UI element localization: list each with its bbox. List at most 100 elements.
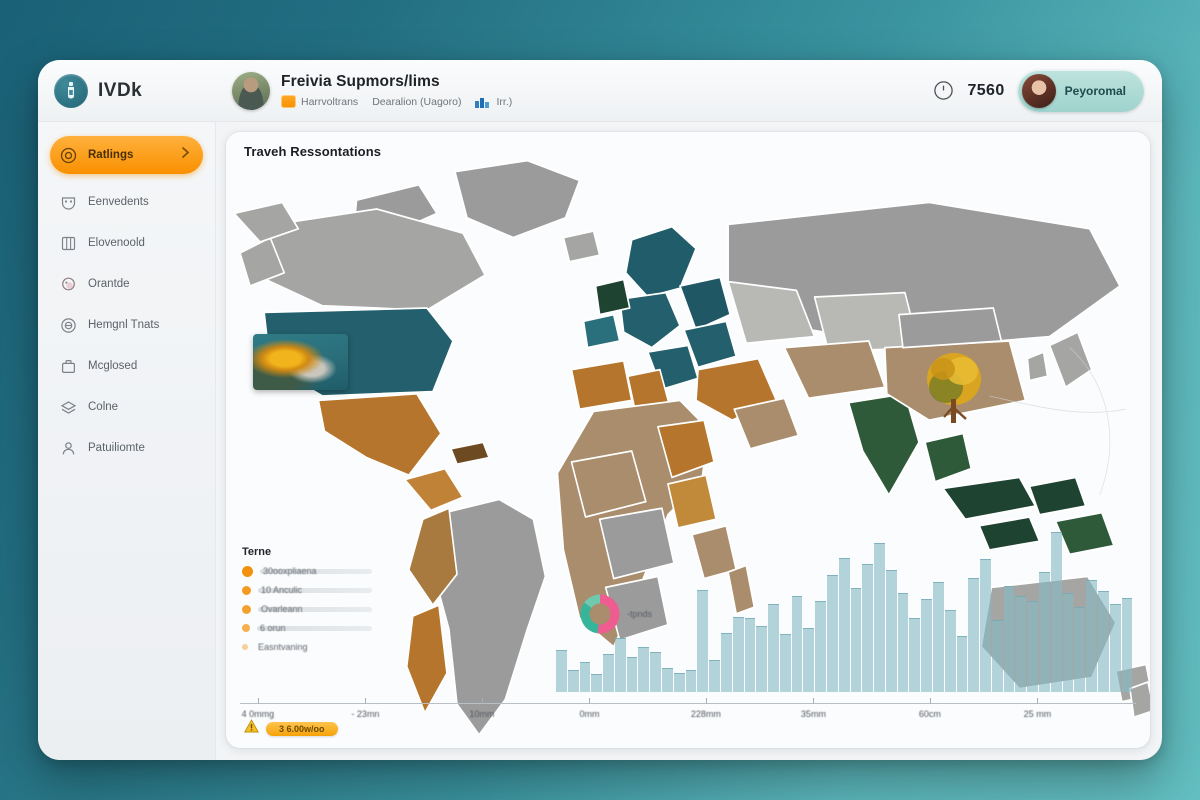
bar[interactable] [779, 634, 791, 692]
legend-item[interactable]: Easntvaning [242, 641, 372, 653]
bar[interactable] [1121, 597, 1133, 692]
bar[interactable] [556, 650, 567, 692]
legend-dot-icon [242, 624, 250, 632]
bar[interactable] [732, 616, 744, 692]
bar[interactable] [697, 589, 709, 692]
meta-label-1: Dearalion (Uagoro) [372, 95, 462, 108]
bar[interactable] [685, 669, 697, 692]
warning-triangle-icon [244, 719, 259, 738]
bar[interactable] [1097, 591, 1109, 692]
legend-title: Terne [242, 546, 272, 558]
legend-dot-icon [242, 644, 248, 650]
bar[interactable] [1050, 532, 1062, 692]
mask-shield-icon [60, 194, 77, 211]
user-photo-avatar[interactable] [232, 71, 270, 110]
legend-dot-icon [242, 604, 251, 614]
bar[interactable] [826, 575, 838, 692]
bar[interactable] [933, 581, 944, 692]
legend-item[interactable]: 6 orun [242, 622, 372, 634]
sidebar-item-orantde[interactable]: Orantde [50, 267, 203, 301]
axis-tick-label: 60cm [918, 709, 941, 719]
legend-dot-icon [242, 585, 251, 595]
layers-icon [60, 399, 77, 416]
bar[interactable] [650, 652, 662, 692]
bar[interactable] [567, 669, 579, 692]
bar[interactable] [579, 661, 591, 692]
bar[interactable] [626, 656, 638, 692]
bar[interactable] [1062, 592, 1074, 692]
bar[interactable] [956, 636, 968, 692]
brand[interactable]: IVDk [54, 73, 232, 108]
top-bar: IVDk Freivia Supmors/lims Harrvoltrans D… [38, 60, 1162, 122]
bar[interactable] [838, 557, 850, 692]
bar[interactable] [968, 578, 980, 692]
header-count: 7560 [967, 81, 1005, 99]
sidebar-item-hemgnl-tnats[interactable]: Hemgnl Tnats [50, 308, 203, 342]
sidebar-item-colne[interactable]: Colne [50, 390, 203, 424]
bar[interactable] [1003, 586, 1015, 692]
chevron-right-icon [180, 146, 191, 164]
bar[interactable] [921, 599, 932, 692]
map-legend: Terne 30ooxpliaena 10 Anculic Ovarleann 6 o… [242, 546, 372, 660]
bar[interactable] [603, 653, 614, 692]
person-icon [60, 440, 77, 457]
axis-tick-label: - 23mn [351, 709, 380, 719]
bar[interactable] [815, 600, 826, 692]
header-user-block: Freivia Supmors/lims Harrvoltrans Dearal… [232, 71, 512, 110]
bar[interactable] [756, 626, 768, 692]
user-profile-pill[interactable]: Peyoromal [1017, 69, 1144, 112]
bar[interactable] [720, 632, 732, 692]
sidebar-item-mcglosed[interactable]: Mcglosed [50, 349, 203, 383]
legend-item[interactable]: Ovarleann [242, 603, 372, 615]
bar[interactable] [1074, 607, 1086, 692]
page-title: Freivia Supmors/lims [281, 73, 440, 90]
sidebar-item-ratlings[interactable]: Ratlings [50, 136, 203, 174]
bar[interactable] [744, 618, 756, 692]
bar[interactable] [897, 592, 909, 692]
warning-group[interactable]: 3 6.00w/oo [244, 719, 338, 738]
bar-chart[interactable] [226, 532, 1150, 692]
bar[interactable] [862, 564, 874, 692]
bar[interactable] [614, 637, 626, 692]
bar[interactable] [638, 647, 650, 692]
bar[interactable] [662, 668, 673, 692]
axis-tick [257, 698, 259, 704]
bar[interactable] [791, 596, 803, 692]
bar[interactable] [591, 674, 603, 692]
header-right: 7560 Peyoromal [933, 69, 1144, 112]
bar[interactable] [803, 628, 815, 692]
bar[interactable] [709, 660, 720, 692]
axis-tick [705, 698, 707, 704]
bar[interactable] [673, 672, 685, 692]
legend-item[interactable]: 10 Anculic [242, 584, 372, 596]
legend-label: 10 Anculic [261, 585, 303, 595]
sidebar-label-2: Elovenoold [88, 237, 145, 249]
bar[interactable] [874, 543, 885, 692]
bar[interactable] [1109, 604, 1121, 692]
bar[interactable] [980, 559, 991, 692]
photo-inset-thumbnail[interactable] [253, 334, 348, 390]
donut-chart [580, 594, 620, 634]
world-choropleth-map[interactable] [226, 132, 1150, 748]
sidebar-item-elovenoold[interactable]: Elovenoold [50, 226, 203, 260]
bar[interactable] [850, 588, 862, 692]
bar[interactable] [1027, 600, 1039, 692]
bar[interactable] [885, 570, 897, 692]
bar[interactable] [1015, 596, 1027, 692]
orange-card-badge-icon [281, 95, 296, 108]
sidebar-label-0: Ratlings [88, 149, 134, 161]
info-circle-icon[interactable] [933, 80, 954, 101]
sidebar-item-eenvedents[interactable]: Eenvedents [50, 185, 203, 219]
bar[interactable] [768, 604, 779, 692]
axis-tick [813, 698, 815, 704]
bar[interactable] [991, 620, 1003, 692]
donut-chart-group[interactable]: -tpnds [578, 592, 652, 636]
bar[interactable] [1086, 580, 1097, 692]
blue-chart-badge-icon [475, 96, 491, 108]
bar[interactable] [909, 618, 921, 692]
sidebar-item-patuiliomte[interactable]: Patuiliomte [50, 431, 203, 465]
bar[interactable] [944, 610, 956, 692]
profile-avatar [1021, 73, 1056, 108]
bar[interactable] [1039, 572, 1050, 692]
legend-item[interactable]: 30ooxpliaena [242, 565, 372, 577]
